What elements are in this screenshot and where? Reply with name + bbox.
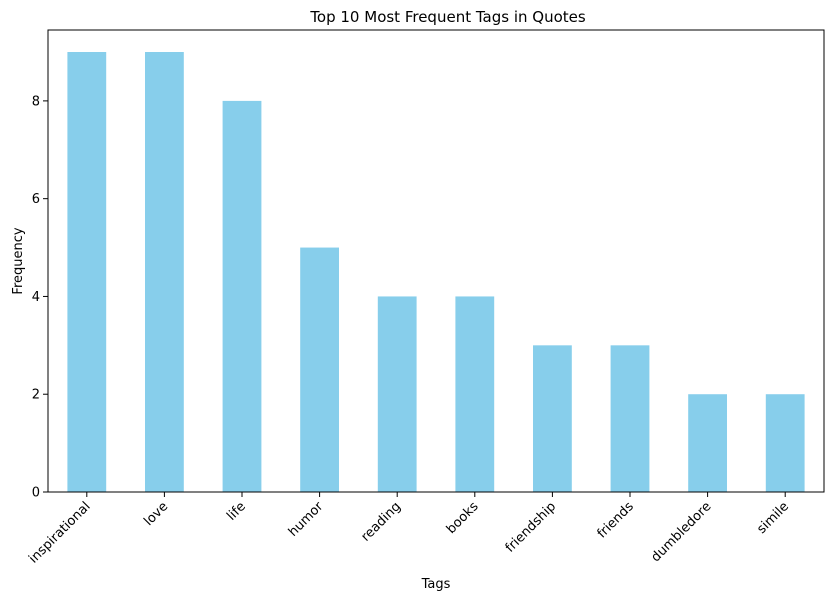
y-axis-label: Frequency <box>11 227 26 294</box>
y-tick-label-4: 4 <box>32 290 40 305</box>
y-tick-label-0: 0 <box>32 486 40 501</box>
x-tick-label-love: love <box>141 499 171 529</box>
bars-group <box>67 52 805 492</box>
x-tick-label-friends: friends <box>595 499 637 541</box>
bar-love <box>145 52 184 492</box>
x-tick-label-dumbledore: dumbledore <box>648 499 714 565</box>
y-tick-label-6: 6 <box>32 192 40 207</box>
x-tick-label-simile: simile <box>754 499 792 537</box>
bar-dumbledore <box>688 394 727 492</box>
plot-frame <box>47 29 825 493</box>
x-tick-label-humor: humor <box>286 499 327 540</box>
bar-friendship <box>533 345 572 492</box>
x-tick-label-reading: reading <box>358 499 404 545</box>
x-axis-label: Tags <box>421 577 451 592</box>
bar-friends <box>610 345 650 492</box>
chart-title: Top 10 Most Frequent Tags in Quotes <box>309 8 586 26</box>
bar-humor <box>300 247 339 492</box>
bar-simile <box>765 394 805 492</box>
bar-books <box>455 296 495 492</box>
y-tick-label-8: 8 <box>32 94 40 109</box>
x-tick-label-books: books <box>444 499 482 537</box>
x-axis-ticks: inspirational love life humor reading books fr… <box>26 492 792 567</box>
x-tick-label-inspirational: inspirational <box>26 499 93 566</box>
y-tick-label-2: 2 <box>32 388 40 403</box>
x-tick-label-friendship: friendship <box>503 499 560 556</box>
y-axis-ticks: 0 2 4 6 8 <box>32 94 48 501</box>
bar-inspirational <box>67 52 107 492</box>
bar-reading <box>377 296 417 492</box>
x-tick-label-life: life <box>224 499 249 524</box>
bar-life <box>222 100 262 492</box>
